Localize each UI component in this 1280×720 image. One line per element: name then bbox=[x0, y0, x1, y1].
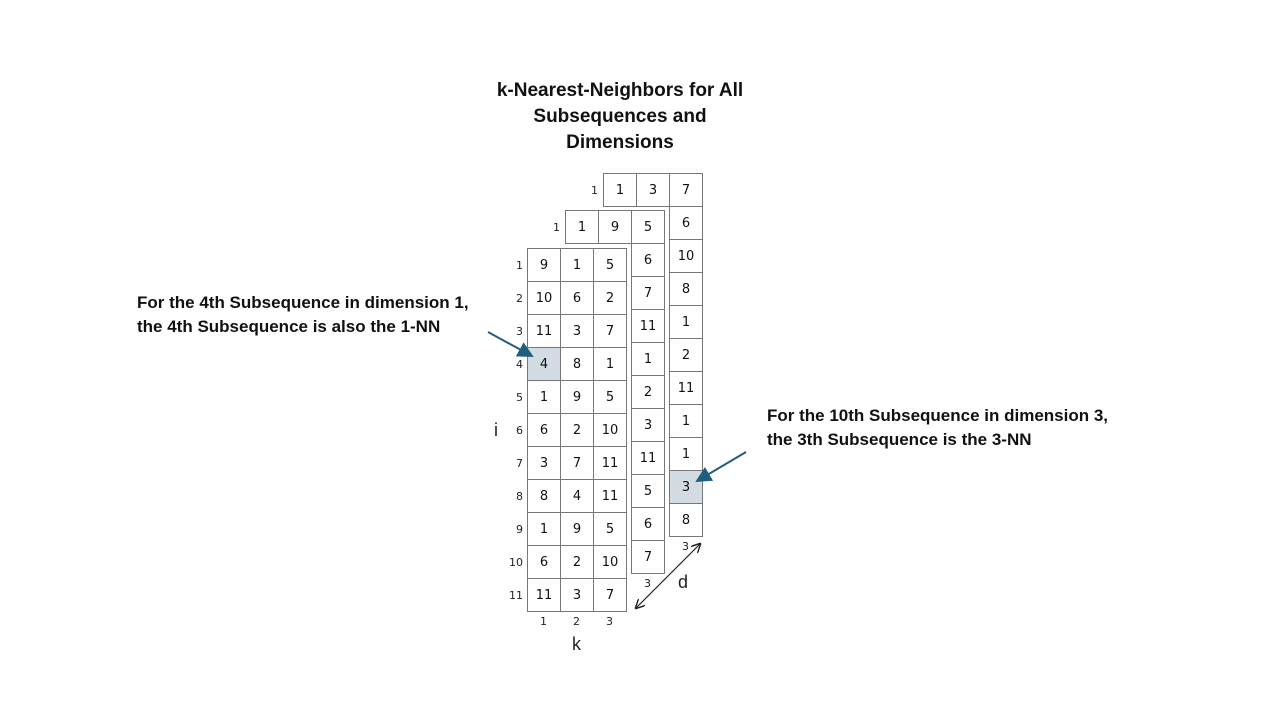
d-axis-arrow bbox=[636, 544, 700, 608]
annotation-arrow-right bbox=[697, 452, 746, 481]
annotation-arrow-left bbox=[488, 332, 532, 356]
